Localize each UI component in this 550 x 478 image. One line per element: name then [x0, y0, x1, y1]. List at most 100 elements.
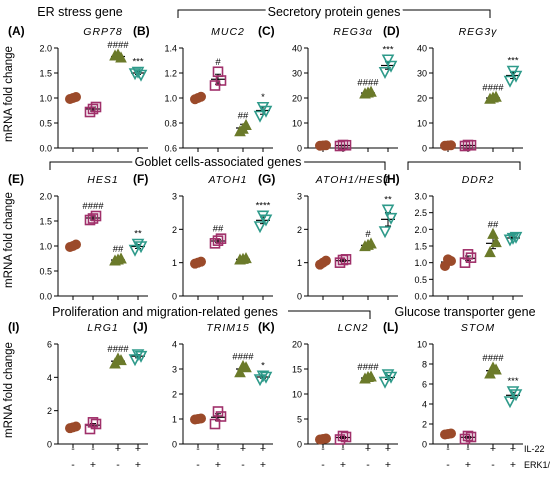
group-3: ## [484, 219, 502, 258]
data-point [506, 386, 520, 399]
condition-sign: + [135, 443, 141, 455]
condition-sign: + [135, 459, 141, 471]
y-tick-label: 0.5 [39, 119, 52, 129]
group-2 [334, 139, 352, 152]
y-tick-label: 0 [297, 144, 302, 154]
y-tick-label: 20 [292, 94, 302, 104]
data-point [462, 139, 474, 151]
group-2: #### [82, 201, 104, 226]
data-point [487, 227, 499, 239]
gene-title: ATOH1 [207, 174, 247, 186]
panel-i: (I) LRG1 0 2 4 6 #### [8, 320, 148, 450]
group-4: ** [128, 229, 148, 257]
panel-letter: (E) [8, 172, 24, 186]
y-tick-label: 1 [172, 415, 177, 425]
data-point [465, 431, 477, 443]
data-point [381, 54, 395, 67]
data-point [362, 370, 374, 382]
significance-label: ** [134, 229, 142, 240]
data-point [112, 352, 124, 364]
y-tick-label: 6 [422, 380, 427, 390]
y-tick-label: 1.0 [39, 94, 52, 104]
y-tick-label: 4 [47, 373, 52, 383]
condition-sign: - [91, 443, 95, 455]
gene-title: LCN2 [338, 322, 369, 334]
y-tick-label: 15 [292, 365, 302, 375]
y-tick-label: 1.0 [414, 258, 427, 268]
group-4: * [253, 360, 273, 387]
y-tick-label: 3 [297, 192, 302, 202]
y-tick-label: 1.0 [164, 94, 177, 104]
group-4: *** [503, 56, 523, 88]
data-point [237, 359, 249, 371]
data-point [318, 434, 328, 444]
y-tick-label: 2 [172, 390, 177, 400]
y-tick-label: 1.5 [39, 217, 52, 227]
gene-title: DDR2 [462, 174, 495, 186]
data-point [253, 221, 267, 234]
data-point [334, 140, 346, 152]
group-1 [65, 92, 81, 104]
group-1 [65, 421, 81, 434]
data-point [318, 257, 328, 268]
y-tick-label: 0.8 [164, 119, 177, 129]
condition-sign: - [196, 459, 200, 471]
panel-letter: (B) [133, 24, 150, 38]
group-4: *** [503, 376, 523, 409]
panel-letter: (A) [8, 24, 25, 38]
data-point [212, 406, 224, 417]
group-2 [334, 430, 352, 445]
gene-title: STOM [461, 322, 495, 334]
group-2 [459, 139, 477, 152]
significance-label: #### [482, 82, 504, 93]
data-point [131, 349, 145, 362]
y-tick-label: 8 [422, 360, 427, 370]
y-tick-label: 2 [47, 406, 52, 416]
condition-sign: - [196, 443, 200, 455]
y-tick-label: 20 [292, 340, 302, 350]
condition-sign: - [241, 459, 245, 471]
y-tick-label: 0 [422, 144, 427, 154]
y-tick-label: 0.0 [39, 292, 52, 302]
significance-label: # [365, 229, 371, 240]
y-tick-label: 0 [172, 440, 177, 450]
data-point [459, 140, 471, 152]
data-point [237, 122, 249, 134]
data-point [443, 140, 453, 151]
data-point [87, 103, 99, 115]
y-tick-label: 10 [417, 119, 427, 129]
data-point [337, 139, 349, 151]
ylabel-row-1: mRNA fold change [3, 46, 15, 142]
condition-sign: + [385, 459, 391, 471]
panel-g: (G) ATOH1/HES1 0 1 2 3 # ** [258, 172, 398, 302]
data-point [134, 350, 148, 363]
data-point [384, 212, 398, 225]
data-point [503, 396, 517, 409]
group-4: ** [378, 194, 398, 239]
y-tick-label: 0 [47, 440, 52, 450]
ylabel-row-2: mRNA fold change [3, 192, 15, 288]
data-point [112, 253, 124, 265]
gene-title: TRIM15 [206, 322, 249, 334]
section-prolif-bracket [288, 310, 371, 319]
group-3: ## [234, 111, 252, 137]
group-3: #### [482, 82, 504, 104]
data-point [337, 430, 349, 442]
condition-sign: - [71, 443, 75, 455]
data-point [131, 238, 145, 251]
data-point [490, 236, 502, 248]
significance-label: ** [384, 194, 392, 205]
data-point [503, 75, 517, 88]
panel-a: (A) GRP78 0.0 0.5 1.0 1.5 2.0 ####*** [8, 24, 148, 154]
ylabel-row-3: mRNA fold change [3, 342, 15, 438]
data-point [462, 249, 474, 260]
section-er-label: ER stress gene [37, 5, 123, 19]
data-point [209, 418, 221, 430]
group-2: ## [209, 224, 227, 249]
y-tick-label: 4 [172, 340, 177, 350]
group-4: * [253, 92, 273, 123]
data-point [443, 254, 453, 265]
condition-sign: + [510, 459, 516, 471]
y-tick-label: 1 [172, 258, 177, 268]
group-3: #### [357, 362, 379, 384]
